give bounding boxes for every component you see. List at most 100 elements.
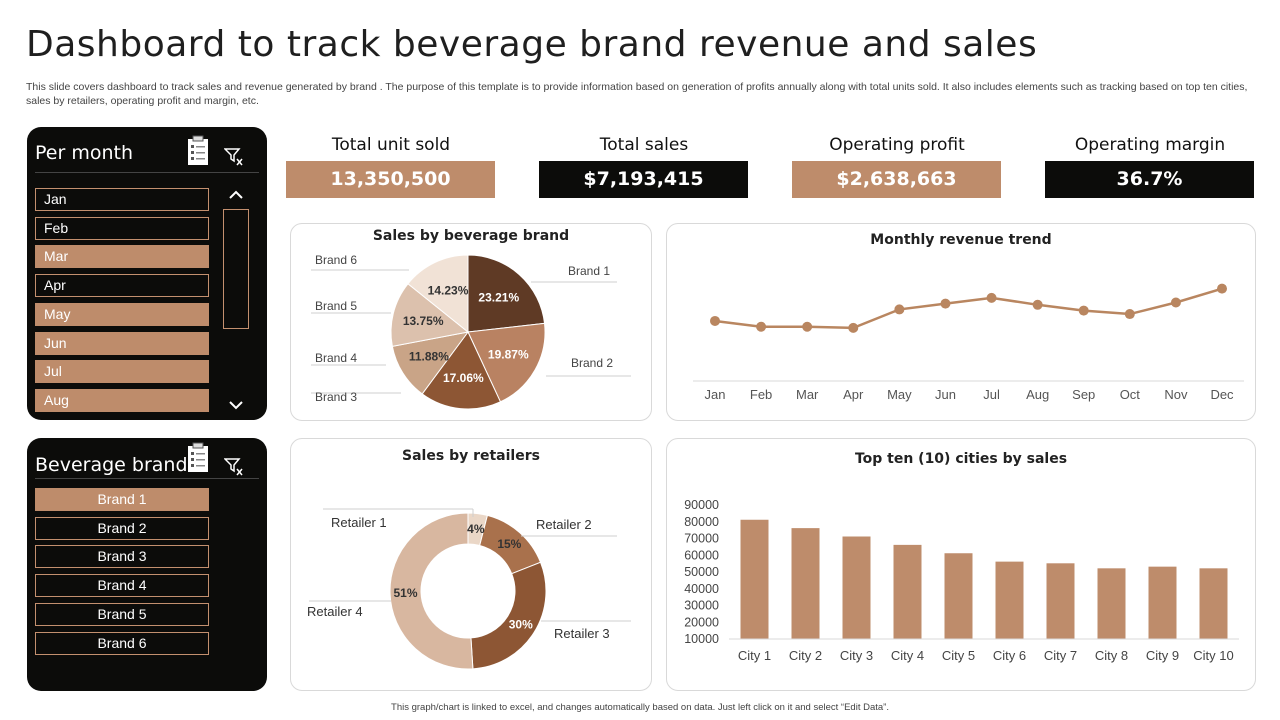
footer-note: This graph/chart is linked to excel, and… (391, 702, 889, 713)
x-tick-label: City 4 (891, 648, 924, 663)
x-tick-label: Jan (705, 387, 726, 402)
chart-title: Monthly revenue trend (870, 232, 1052, 248)
scroll-down-button[interactable] (226, 397, 246, 413)
x-tick-label: Apr (843, 387, 864, 402)
pie-category-label: Brand 1 (568, 264, 610, 278)
revenue-point-apr (848, 322, 859, 333)
month-slicer-panel: Per month Jan Feb Mar Apr May Jun Jul Aug (27, 127, 267, 420)
x-tick-label: Nov (1164, 387, 1188, 402)
revenue-point-mar (802, 321, 813, 332)
retailer-donut-card: Sales by retailers 4% 15% 30% 51% Retailer 1… (290, 438, 652, 691)
brand-option-1[interactable]: Brand 1 (35, 488, 209, 511)
brand-pie-card: Sales by beverage brand 23.21% 19.87% 17.0… (290, 223, 652, 421)
brand-option-4[interactable]: Brand 4 (35, 574, 209, 598)
pie-slice-2 (467, 322, 546, 403)
y-tick-label: 20000 (684, 615, 719, 629)
brand-option-6[interactable]: Brand 6 (35, 631, 209, 655)
divider (35, 172, 259, 173)
y-tick-label: 50000 (684, 565, 719, 579)
operating-profit-value: $2,638,663 (792, 161, 1001, 198)
revenue-point-aug (1032, 299, 1043, 310)
city-bar-7 (1046, 563, 1075, 639)
operating-profit-label: Operating profit (829, 135, 965, 155)
divider (35, 478, 259, 479)
pie-value-label: 13.75% (403, 314, 444, 328)
month-option-aug[interactable]: Aug (35, 388, 209, 412)
x-tick-label: City 6 (993, 648, 1026, 663)
pie-category-label: Brand 3 (315, 390, 357, 404)
y-tick-label: 80000 (684, 515, 719, 529)
cities-bar-card: Top ten (10) cities by sales 90000 80000 7… (666, 438, 1256, 691)
pie-slice-3 (421, 331, 502, 410)
brand-slicer-panel: Beverage brand Brand 1 Brand 2 Brand 3 Bran… (27, 438, 267, 691)
x-tick-label: Dec (1210, 387, 1234, 402)
donut-category-label: Retailer 4 (307, 604, 363, 619)
x-tick-label: Oct (1120, 387, 1141, 402)
revenue-point-jun (940, 298, 951, 309)
brand-option-5[interactable]: Brand 5 (35, 602, 209, 626)
city-bar-2 (791, 528, 820, 639)
multi-select-icon[interactable] (185, 442, 211, 474)
y-tick-label: 10000 (684, 632, 719, 646)
chart-title: Sales by retailers (402, 448, 540, 464)
month-option-may[interactable]: May (35, 302, 209, 326)
total-sales-label: Total sales (599, 135, 689, 155)
pie-slice-6 (407, 254, 469, 334)
donut-value-label: 30% (509, 617, 533, 631)
page-description: This slide covers dashboard to track sal… (26, 81, 1248, 107)
x-tick-label: Mar (796, 387, 819, 402)
pie-value-label: 11.88% (409, 350, 449, 364)
scrollbar-track[interactable] (223, 209, 249, 329)
revenue-line-chart[interactable]: Jan Feb Mar Apr May Jun Jul Aug Sep Oct Nov Dec (667, 224, 1255, 420)
y-tick-label: 70000 (684, 532, 719, 546)
revenue-point-nov (1170, 297, 1181, 308)
x-tick-label: City 9 (1146, 648, 1179, 663)
donut-slice-4 (389, 512, 474, 670)
brand-pie-chart[interactable]: 23.21% 19.87% 17.06% 11.88% 13.75% 14.23% Bran… (291, 224, 651, 420)
pie-value-label: 19.87% (488, 348, 529, 362)
x-tick-label: City 7 (1044, 648, 1077, 663)
pie-value-label: 23.21% (478, 291, 519, 305)
y-tick-label: 90000 (684, 498, 719, 512)
month-option-feb[interactable]: Feb (35, 216, 209, 240)
cities-bar-chart[interactable]: 90000 80000 70000 60000 50000 40000 30000 20000… (667, 439, 1255, 690)
x-tick-label: Feb (750, 387, 772, 402)
total-units-label: Total unit sold (331, 135, 451, 155)
clear-filter-icon[interactable] (224, 457, 244, 477)
revenue-point-jul (986, 292, 997, 303)
revenue-series-line (714, 287, 1223, 330)
y-tick-label: 60000 (684, 548, 719, 562)
month-option-jun[interactable]: Jun (35, 331, 209, 355)
pie-category-label: Brand 5 (315, 299, 357, 313)
month-option-jul[interactable]: Jul (35, 360, 209, 384)
donut-value-label: 15% (497, 537, 521, 551)
operating-margin-label: Operating margin (1074, 135, 1226, 155)
city-bar-9 (1148, 566, 1177, 639)
revenue-point-jan (710, 315, 720, 326)
retailer-donut-chart[interactable]: 4% 15% 30% 51% Retailer 1 Retailer 2 Retailer … (291, 439, 651, 690)
scroll-up-button[interactable] (226, 187, 246, 203)
clear-filter-icon[interactable] (224, 147, 244, 167)
multi-select-icon[interactable] (185, 135, 211, 167)
city-bar-6 (995, 561, 1024, 639)
month-option-jan[interactable]: Jan (35, 188, 209, 211)
pie-slice-1 (467, 254, 546, 333)
month-option-apr[interactable]: Apr (35, 274, 209, 298)
pie-value-label: 14.23% (428, 283, 469, 297)
pie-category-label: Brand 6 (315, 253, 357, 267)
pie-category-label: Brand 4 (315, 351, 357, 365)
brand-option-2[interactable]: Brand 2 (35, 516, 209, 540)
pie-slice-5 (390, 283, 470, 347)
donut-slice-3 (470, 561, 547, 670)
city-bar-10 (1199, 568, 1228, 639)
city-bar-8 (1097, 568, 1126, 639)
revenue-point-dec (1217, 283, 1227, 294)
month-option-mar[interactable]: Mar (35, 245, 209, 269)
x-tick-label: City 8 (1095, 648, 1128, 663)
total-units-value: 13,350,500 (286, 161, 495, 198)
x-tick-label: City 1 (738, 648, 771, 663)
brand-option-3[interactable]: Brand 3 (35, 545, 209, 569)
city-bar-5 (944, 553, 973, 639)
x-tick-label: City 3 (840, 648, 873, 663)
month-slicer-title: Per month (35, 142, 133, 164)
